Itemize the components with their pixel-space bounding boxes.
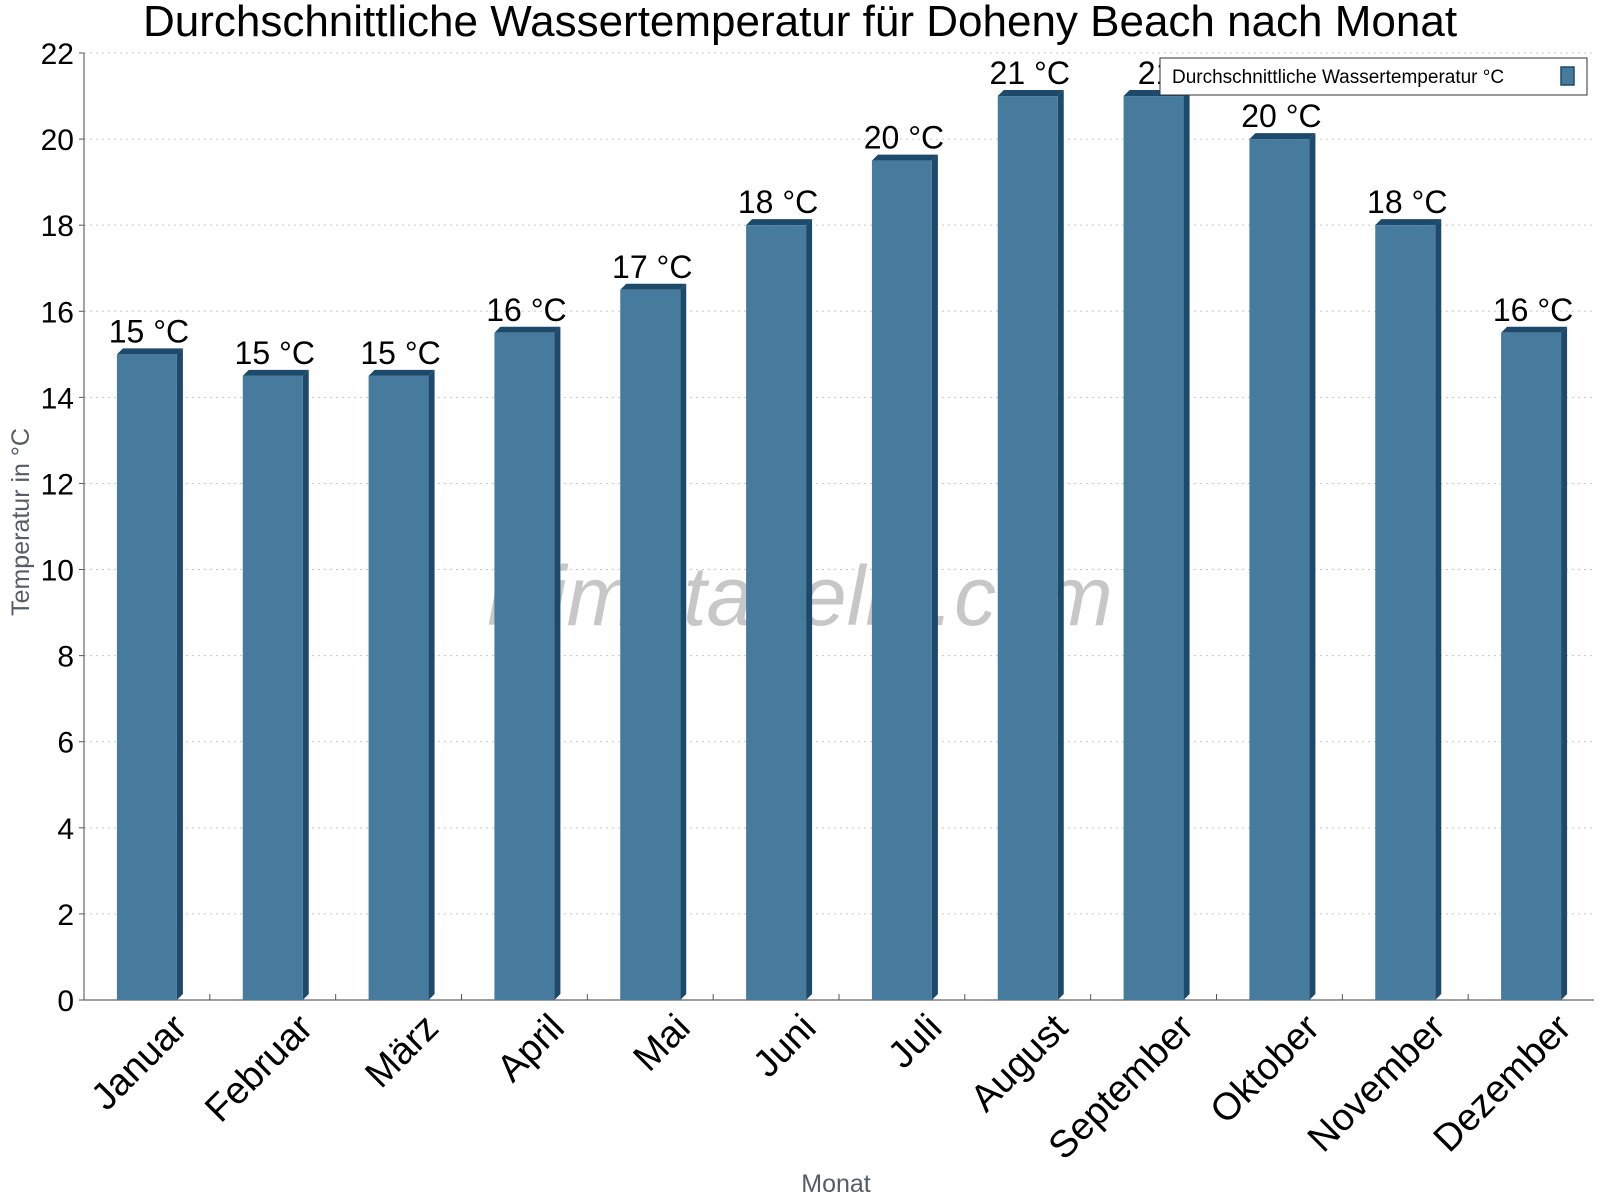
y-tick-label: 4 [57, 813, 74, 846]
bar-side [554, 326, 561, 1001]
bar [368, 375, 429, 1000]
x-tick-label: November [1300, 1006, 1454, 1160]
y-tick-label: 16 [41, 296, 74, 329]
legend-box [1159, 57, 1588, 96]
bar-side [806, 219, 813, 1000]
data-label: 17 °C [612, 249, 692, 285]
data-label: 16 °C [486, 292, 566, 328]
y-tick-label: 8 [57, 641, 74, 674]
bar-top [1249, 133, 1316, 140]
data-label: 15 °C [109, 313, 189, 349]
bar-side [1435, 219, 1442, 1000]
bar-side [1057, 90, 1064, 1000]
x-tick-label: Dezember [1426, 1006, 1580, 1160]
y-tick-label: 10 [41, 555, 74, 588]
bar-side [680, 283, 687, 1000]
bars: 15 °C 15 °C 15 °C 16 °C 17 °C 18 °C 20 °C 21 °C… [109, 55, 1573, 1001]
bar-top [242, 369, 309, 376]
bar [1501, 332, 1562, 1001]
data-label: 18 °C [738, 184, 818, 220]
y-tick-label: 14 [41, 382, 74, 415]
bar [242, 375, 303, 1000]
legend: Durchschnittliche Wassertemperatur °C [1159, 57, 1588, 96]
bar-top [368, 369, 435, 376]
bar [620, 289, 681, 1000]
x-tick-label: Februar [197, 1006, 321, 1130]
y-axis-label: Temperatur in °C [7, 428, 35, 616]
y-tick-label: 18 [41, 210, 74, 243]
bar-top [494, 326, 561, 333]
x-tick-label: Juni [745, 1007, 824, 1086]
bar-side [1561, 326, 1568, 1001]
bar-top [1375, 219, 1442, 226]
data-label: 16 °C [1493, 292, 1573, 328]
bar-side [302, 369, 309, 1000]
data-label: 20 °C [864, 120, 944, 156]
x-axis-label: Monat [801, 1170, 871, 1198]
bar-top [997, 90, 1064, 97]
chart-title: Durchschnittliche Wassertemperatur für D… [143, 0, 1457, 46]
grid-lines [84, 52, 1594, 915]
data-label: 21 °C [990, 55, 1070, 91]
x-tick-label: März [358, 1007, 447, 1096]
bar-side [931, 154, 938, 1000]
bar-side [1183, 90, 1190, 1000]
bar [494, 332, 555, 1001]
y-tick-label: 20 [41, 124, 74, 157]
legend-label: Durchschnittliche Wassertemperatur °C [1172, 67, 1504, 88]
bar-top [116, 348, 183, 355]
x-tick-label: Mai [626, 1007, 699, 1080]
data-label: 18 °C [1367, 184, 1447, 220]
x-tick-label: August [963, 1006, 1077, 1120]
y-tick-label: 0 [57, 985, 74, 1018]
legend-swatch [1560, 66, 1575, 86]
y-tick-label: 22 [41, 38, 74, 71]
bar-top [871, 154, 938, 161]
data-label: 20 °C [1241, 98, 1321, 134]
y-tick-label: 2 [57, 899, 74, 932]
bar-side [428, 369, 435, 1000]
bar [871, 160, 932, 1000]
bar-top [620, 283, 687, 290]
y-tick-label: 12 [41, 468, 74, 501]
bar [997, 96, 1058, 1000]
y-tick-label: 6 [57, 727, 74, 760]
bar-side [176, 348, 183, 1000]
bar [746, 225, 807, 1000]
bar-top [746, 219, 813, 226]
bar-side [1309, 133, 1316, 1000]
bar [116, 354, 177, 1000]
x-axis: Januar Februar März April Mai Juni Juli AugustS… [83, 994, 1580, 1168]
bar [1123, 96, 1184, 1000]
bar [1375, 225, 1436, 1000]
x-tick-label: April [489, 1007, 572, 1090]
x-tick-label: Oktober [1203, 1006, 1329, 1132]
x-tick-label: Januar [83, 1006, 195, 1118]
data-label: 15 °C [360, 335, 440, 371]
data-label: 15 °C [235, 335, 315, 371]
bar [1249, 139, 1310, 1000]
x-tick-label: Juli [880, 1007, 950, 1077]
bar-top [1501, 326, 1568, 333]
